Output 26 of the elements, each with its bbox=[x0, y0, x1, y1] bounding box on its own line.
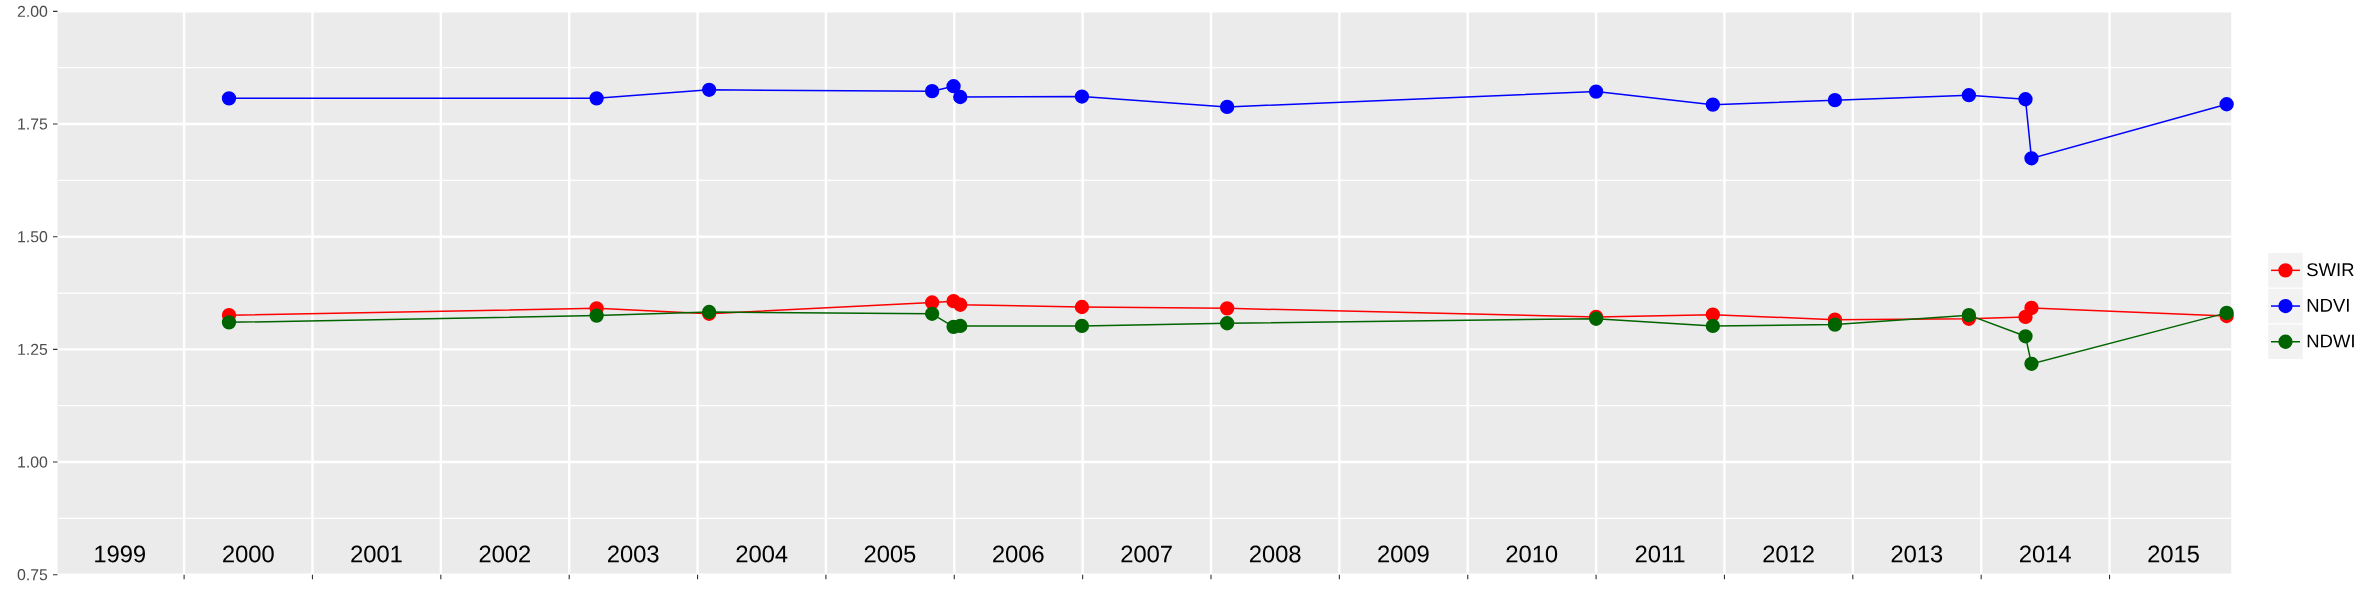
x-tick-label: 2002 bbox=[479, 545, 530, 563]
x-tick-label: 2012 bbox=[1763, 545, 1814, 563]
x-tick-label: 2015 bbox=[2148, 545, 2199, 563]
legend-label: NDWI bbox=[2307, 334, 2354, 348]
x-tick-label: 2014 bbox=[2020, 545, 2071, 563]
legend-label: SWIR bbox=[2307, 263, 2354, 277]
y-tick-label: 2.00 bbox=[17, 5, 48, 17]
x-tick-label: 2010 bbox=[1506, 545, 1558, 563]
x-tick-label: 2000 bbox=[223, 545, 274, 563]
x-tick-label: 2003 bbox=[608, 545, 659, 563]
y-tick-label: 1.25 bbox=[18, 343, 48, 355]
y-tick-label: 1.00 bbox=[18, 456, 48, 468]
legend-label: NDVI bbox=[2307, 298, 2349, 312]
y-tick-label: 0.75 bbox=[17, 569, 48, 581]
y-tick-label: 1.75 bbox=[18, 118, 48, 130]
x-tick-label: 2006 bbox=[993, 545, 1044, 563]
x-tick-label: 1999 bbox=[95, 545, 145, 563]
x-tick-label: 2008 bbox=[1250, 545, 1301, 563]
x-tick-label: 2007 bbox=[1121, 545, 1172, 563]
x-tick-label: 2005 bbox=[864, 545, 916, 563]
y-tick-label: 1.50 bbox=[18, 231, 48, 243]
x-tick-label: 2011 bbox=[1635, 545, 1685, 563]
x-tick-label: 2013 bbox=[1891, 545, 1943, 563]
x-tick-label: 2004 bbox=[736, 545, 788, 563]
x-tick-label: 2001 bbox=[351, 545, 402, 563]
x-tick-label: 2009 bbox=[1378, 545, 1429, 563]
